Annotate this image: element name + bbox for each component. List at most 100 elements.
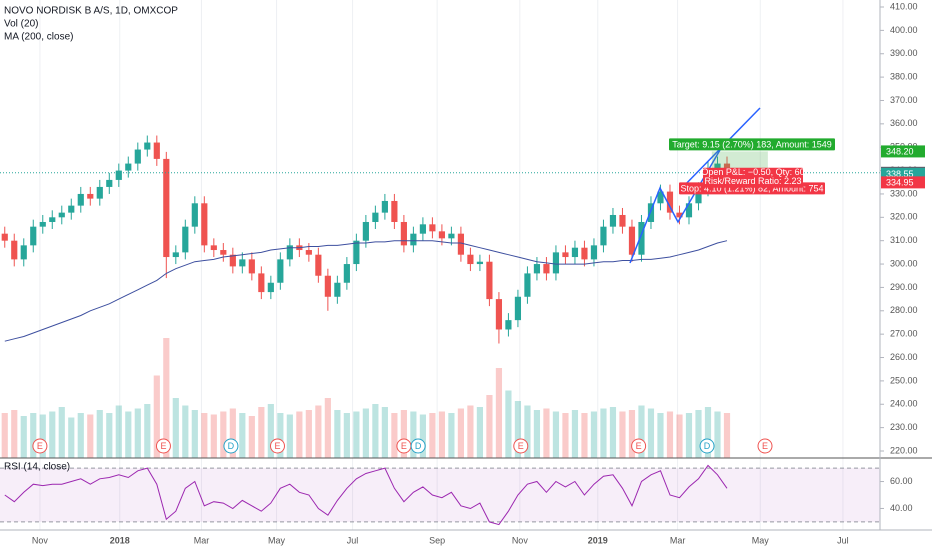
candle-body	[353, 240, 360, 265]
x-tick-label: Mar	[670, 535, 686, 545]
volume-bar	[543, 408, 550, 458]
candle-body	[163, 158, 170, 258]
volume-bar	[714, 411, 721, 458]
volume-bar	[248, 416, 255, 458]
candle-body	[628, 226, 636, 255]
volume-bar	[457, 408, 464, 458]
volume-bar	[552, 411, 560, 458]
position-tool: Target: 9.15 (2.70%) 183, Amount: 1549 St…	[669, 138, 835, 195]
volume-bar	[590, 411, 598, 458]
volume-bar	[533, 410, 541, 458]
volume-bar	[685, 413, 693, 458]
volume-bar	[400, 410, 407, 458]
candle-body	[362, 221, 369, 241]
candle-body	[172, 252, 179, 258]
candle-body	[657, 191, 664, 204]
candle-body	[590, 245, 598, 260]
candle-body	[438, 231, 445, 239]
volume-bar	[429, 413, 436, 458]
x-tick-label: 2018	[110, 535, 130, 545]
y-tick-label: 370.00	[890, 95, 918, 105]
candle-body	[524, 273, 531, 297]
volume-bar	[153, 375, 160, 458]
volume-bar	[495, 368, 503, 458]
volume-bar	[438, 411, 445, 458]
rsi-tick-label: 40.00	[890, 503, 913, 513]
candle-body	[39, 221, 46, 227]
candle-body	[144, 142, 151, 150]
candle-body	[476, 261, 484, 265]
volume-bar	[476, 407, 484, 458]
candle-body	[115, 170, 122, 180]
pnl-box	[703, 167, 803, 188]
volume-bar	[609, 407, 617, 458]
volume-bar	[96, 410, 103, 458]
candle-body	[239, 259, 246, 267]
candle-body	[30, 226, 37, 246]
price-tag-label: 334.95	[886, 177, 914, 187]
event-marker	[410, 438, 426, 454]
x-tick-label: Nov	[512, 535, 529, 545]
event-marker	[269, 438, 285, 454]
event-marker	[155, 438, 171, 454]
volume-bar	[39, 414, 46, 458]
rsi-title: RSI (14, close)	[4, 462, 70, 473]
volume-bar	[125, 411, 132, 458]
y-tick-label: 230.00	[890, 422, 918, 432]
candle-body	[125, 163, 132, 171]
candle-body	[87, 193, 94, 199]
rsi-tick-label: 60.00	[890, 476, 913, 486]
volume-bar	[1, 413, 8, 458]
candle-body	[467, 254, 474, 265]
volume-bar	[229, 408, 236, 458]
volume-bar	[381, 407, 388, 458]
volume-bar	[704, 407, 712, 458]
candle-body	[419, 224, 426, 234]
volume-bar	[486, 395, 493, 458]
y-tick-label: 270.00	[890, 329, 918, 339]
candle-body	[68, 205, 75, 213]
volume-bar	[391, 413, 398, 458]
event-label: E	[160, 441, 166, 451]
event-marker	[513, 438, 529, 454]
volume-bar	[58, 407, 65, 458]
volume-bar	[106, 413, 113, 458]
candle-body	[571, 247, 579, 258]
y-tick-label: 240.00	[890, 399, 918, 409]
volume-bar	[182, 405, 189, 458]
volume-bar	[600, 408, 607, 458]
candle-body	[20, 245, 27, 260]
candle-body	[220, 250, 227, 255]
volume-bar	[666, 411, 674, 458]
volume-bar	[562, 413, 569, 458]
volume-bar	[305, 410, 312, 458]
candle-body	[600, 226, 607, 246]
price-tag	[881, 145, 925, 158]
x-tick-label: May	[752, 535, 770, 545]
volume-bar	[201, 413, 208, 458]
volume-bar	[296, 411, 303, 458]
volume-bar	[267, 404, 274, 458]
volume-bar	[20, 416, 27, 458]
candle-body	[106, 179, 113, 187]
candle-body	[96, 186, 103, 199]
candle-body	[666, 191, 674, 213]
volume-bar	[11, 410, 18, 458]
y-tick-label: 390.00	[890, 48, 918, 58]
volume-bar	[676, 414, 683, 458]
candle-body	[391, 200, 398, 222]
x-tick-label: Mar	[194, 535, 210, 545]
volume-bar	[448, 413, 455, 458]
event-label: E	[518, 441, 524, 451]
volume-bar	[571, 410, 579, 458]
candle-body	[229, 254, 236, 267]
candle-body	[286, 245, 293, 260]
y-tick-label: 260.00	[890, 352, 918, 362]
candle-body	[714, 163, 721, 169]
candle-body	[609, 214, 617, 227]
y-tick-label: 250.00	[890, 375, 918, 385]
event-label: E	[274, 441, 280, 451]
volume-bar	[172, 398, 179, 458]
